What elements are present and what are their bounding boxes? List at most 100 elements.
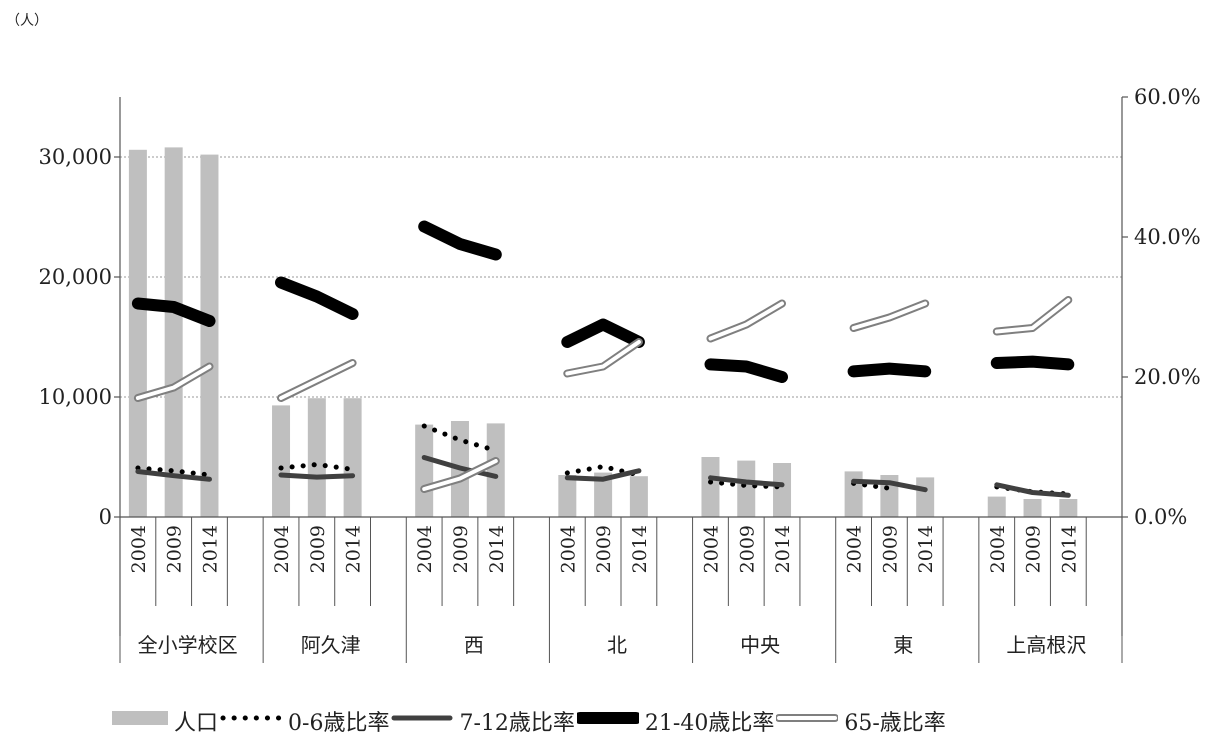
ratio-lines [131,220,1075,498]
population-bar [594,472,613,517]
population-bar [343,398,362,517]
year-tick-label: 2004 [701,525,723,573]
population-bar [307,398,326,517]
legend-swatch [220,707,282,735]
left-tick-label: 20,000 [39,265,112,289]
school-district-label: 上高根沢 [1006,633,1086,657]
right-tick-label: 20.0% [1134,365,1201,389]
population-bar [987,496,1006,517]
school-district-label: 西 [464,633,484,657]
population-bar [415,424,434,517]
school-district-label: 全小学校区 [138,633,238,657]
population-bar [558,475,577,517]
population-bar [200,154,219,517]
legend-swatch [112,707,168,735]
year-tick-labels: 2004 2009 2014 2004 2009 2014 2004 2009 2014 2004… [119,517,1123,663]
ratio-line-double [135,364,212,400]
population-bar [128,149,147,518]
ratio-line-double [563,338,643,378]
legend-swatch [775,707,840,735]
ratio-line-dotted [135,465,212,478]
ratio-line-double [851,301,928,330]
legend-swatch [573,707,642,735]
legend-swatch [391,707,453,735]
right-axis-ticks: 0.0% 20.0% 40.0% 60.0% [1122,85,1201,529]
population-bar [773,463,792,517]
population-bar [701,457,720,517]
year-tick-label: 2014 [200,525,222,573]
year-tick-label: 2014 [915,525,937,573]
year-tick-label: 2014 [772,525,794,573]
ratio-line-dotted [421,423,499,453]
legend-label: 7-12歳比率 [459,711,575,736]
ratio-line-thick [704,358,788,383]
ratio-line-thick [990,355,1075,371]
year-tick-label: 2004 [844,525,866,573]
population-bar [629,476,648,517]
year-tick-label: 2009 [1023,525,1045,573]
population-bar [1059,499,1078,517]
left-tick-label: 30,000 [39,145,112,169]
ratio-line-thick [418,220,502,261]
ratio-line-solid [421,455,499,479]
year-tick-label: 2004 [128,525,150,573]
school-district-label: 中央 [740,633,780,657]
right-tick-label: 60.0% [1134,85,1201,109]
legend-label: 0-6歳比率 [288,711,390,736]
legend-label: 人口 [174,711,219,736]
ratio-line-thick [561,318,645,348]
year-tick-label: 2009 [736,525,758,573]
ratio-line-double [279,361,355,400]
year-tick-label: 2004 [271,525,293,573]
ratio-line-solid [564,468,642,482]
year-tick-label: 2014 [629,525,651,573]
ratio-line-dotted [564,464,642,478]
ratio-line-solid [851,478,928,493]
population-bars [128,147,1078,518]
legend-item: 人口 [112,705,218,737]
ratio-line-solid [994,482,1071,498]
gridlines [120,156,1122,398]
ratio-line-thick [275,276,359,320]
right-tick-label: 40.0% [1134,225,1201,249]
left-axis-ticks: 0 10,000 20,000 30,000 [39,145,120,529]
ratio-line-solid [708,475,785,488]
ratio-line-double [422,459,498,491]
population-bar [1023,499,1042,517]
left-tick-label: 0 [99,505,112,529]
population-bar [272,405,291,517]
ratio-line-thick [131,297,216,327]
school-district-label: 東 [893,633,913,657]
left-tick-label: 10,000 [39,385,112,409]
year-tick-label: 2009 [307,525,329,573]
legend-item: 0-6歳比率 [220,705,389,737]
population-bar [844,471,863,517]
legend-item: 7-12歳比率 [391,705,575,737]
legend-label: 65-歳比率 [844,711,946,736]
legend-item: 65-歳比率 [775,705,946,737]
school-district-label: 北 [607,633,627,657]
population-bar [916,477,935,517]
ratio-line-solid [135,469,212,482]
legend-item: 21-40歳比率 [573,705,775,737]
population-bar [737,460,756,517]
population-bar [164,147,183,517]
right-tick-label: 0.0% [1134,505,1187,529]
year-tick-label: 2014 [1058,525,1080,573]
school-district-label: 阿久津 [301,633,361,657]
population-bar [486,423,505,517]
year-tick-label: 2014 [343,525,365,573]
year-tick-label: 2004 [557,525,579,573]
year-tick-label: 2009 [164,525,186,573]
year-tick-label: 2009 [450,525,472,573]
legend-label: 21-40歳比率 [644,711,775,736]
year-tick-label: 2004 [414,525,436,573]
year-tick-label: 2009 [593,525,615,573]
ratio-line-solid [278,472,356,480]
legend: 人口 0-6歳比率 7-12歳比率 21-40歳比率 65-歳比率 [112,706,948,736]
ratio-line-dotted [708,479,785,490]
year-tick-label: 2004 [987,525,1009,573]
y-axis-unit-label: （人） [6,13,48,29]
year-tick-label: 2014 [486,525,508,573]
